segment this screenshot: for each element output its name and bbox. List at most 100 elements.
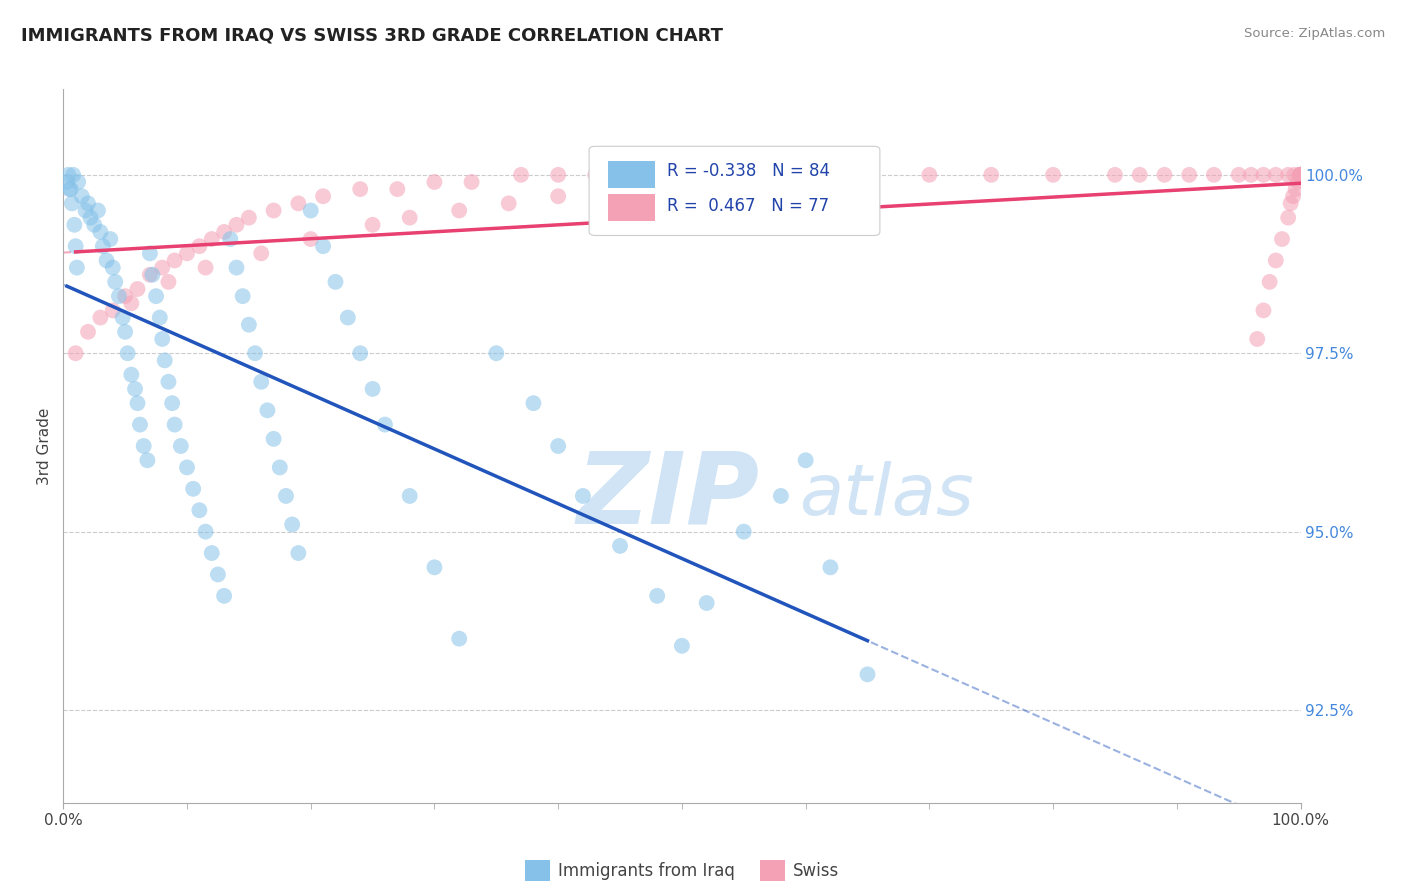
Point — [201, 232, 224, 246]
Point — [460, 175, 482, 189]
Point — [398, 489, 420, 503]
Point — [1289, 168, 1312, 182]
Point — [62, 168, 84, 182]
Point — [1129, 168, 1152, 182]
Point — [157, 275, 180, 289]
Point — [299, 203, 322, 218]
Point — [238, 318, 260, 332]
Point — [1289, 168, 1312, 182]
Point — [176, 246, 198, 260]
Point — [1289, 168, 1312, 182]
Legend: Immigrants from Iraq, Swiss: Immigrants from Iraq, Swiss — [517, 854, 846, 888]
Point — [522, 396, 544, 410]
Point — [96, 253, 118, 268]
Point — [398, 211, 420, 225]
Point — [423, 175, 446, 189]
Point — [83, 218, 105, 232]
Point — [263, 432, 285, 446]
Point — [485, 346, 508, 360]
Point — [89, 225, 111, 239]
Point — [596, 182, 619, 196]
Text: IMMIGRANTS FROM IRAQ VS SWISS 3RD GRADE CORRELATION CHART: IMMIGRANTS FROM IRAQ VS SWISS 3RD GRADE … — [21, 27, 723, 45]
Point — [124, 382, 146, 396]
Point — [1277, 211, 1299, 225]
Point — [696, 596, 718, 610]
Point — [176, 460, 198, 475]
Point — [671, 639, 693, 653]
Point — [238, 211, 260, 225]
Point — [79, 211, 101, 225]
Point — [225, 218, 247, 232]
Point — [201, 546, 224, 560]
Point — [1246, 332, 1268, 346]
Point — [1284, 182, 1306, 196]
Point — [361, 382, 384, 396]
Text: R = -0.338   N = 84: R = -0.338 N = 84 — [666, 162, 830, 180]
Point — [1289, 168, 1312, 182]
Point — [423, 560, 446, 574]
Point — [336, 310, 359, 325]
Text: Source: ZipAtlas.com: Source: ZipAtlas.com — [1244, 27, 1385, 40]
FancyBboxPatch shape — [607, 161, 655, 187]
Point — [89, 310, 111, 325]
Point — [1240, 168, 1263, 182]
Point — [120, 368, 142, 382]
Point — [91, 239, 114, 253]
Point — [1277, 168, 1299, 182]
Point — [160, 396, 183, 410]
Point — [1289, 168, 1312, 182]
Point — [1253, 303, 1275, 318]
Point — [349, 182, 371, 196]
Point — [120, 296, 142, 310]
Point — [299, 232, 322, 246]
Point — [75, 203, 97, 218]
Point — [1264, 168, 1286, 182]
Point — [1042, 168, 1064, 182]
Point — [212, 589, 235, 603]
Point — [181, 482, 204, 496]
Point — [1178, 168, 1201, 182]
Point — [163, 253, 186, 268]
Point — [129, 417, 152, 432]
Point — [132, 439, 155, 453]
Point — [1227, 168, 1250, 182]
Point — [127, 282, 149, 296]
Point — [150, 260, 173, 275]
Point — [70, 189, 93, 203]
Point — [170, 439, 193, 453]
Point — [856, 667, 879, 681]
Point — [58, 168, 80, 182]
Point — [65, 239, 87, 253]
Point — [547, 439, 569, 453]
Point — [312, 239, 335, 253]
Point — [250, 375, 273, 389]
Point — [194, 260, 217, 275]
Point — [1286, 175, 1309, 189]
Point — [188, 503, 211, 517]
Point — [232, 289, 254, 303]
Point — [136, 453, 159, 467]
Point — [104, 275, 127, 289]
Point — [212, 225, 235, 239]
Point — [117, 346, 139, 360]
Point — [1253, 168, 1275, 182]
Point — [101, 260, 124, 275]
Y-axis label: 3rd Grade: 3rd Grade — [37, 408, 52, 484]
Point — [87, 203, 110, 218]
Point — [510, 168, 533, 182]
Point — [498, 196, 520, 211]
FancyBboxPatch shape — [607, 194, 655, 221]
Point — [56, 175, 79, 189]
Point — [1279, 196, 1302, 211]
Point — [263, 203, 285, 218]
Point — [219, 232, 242, 246]
Point — [325, 275, 347, 289]
Point — [281, 517, 304, 532]
Point — [609, 539, 631, 553]
Point — [114, 325, 136, 339]
Point — [287, 546, 309, 560]
Point — [59, 182, 82, 196]
Point — [225, 260, 247, 275]
Point — [1289, 168, 1312, 182]
Point — [794, 453, 817, 467]
